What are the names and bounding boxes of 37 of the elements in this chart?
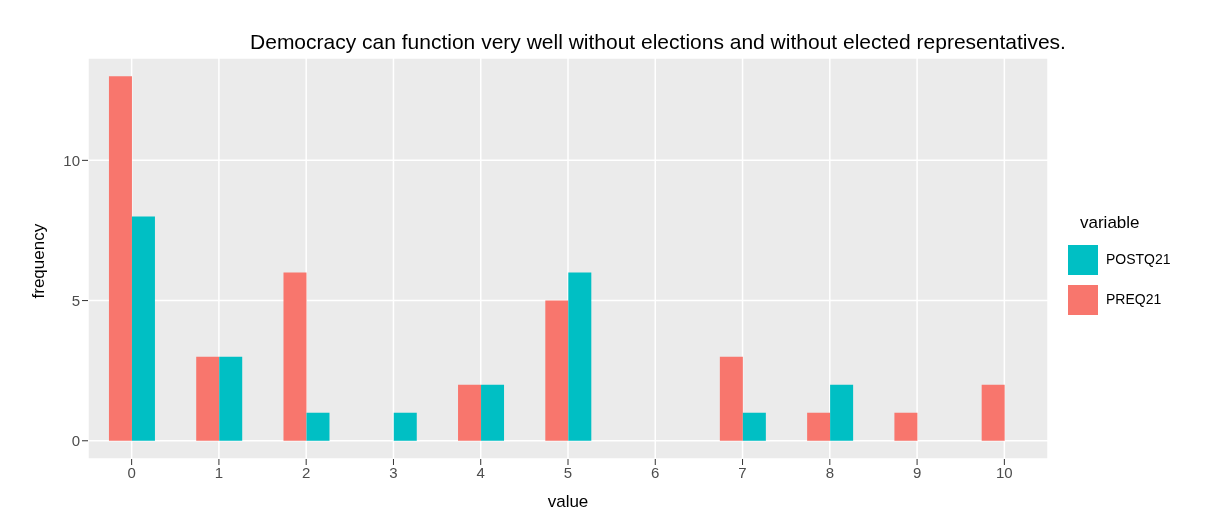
bar <box>131 216 155 441</box>
x-tick-label: 8 <box>825 463 834 481</box>
y-axis-title: frequency <box>29 223 49 299</box>
x-tick-label: 4 <box>476 463 485 481</box>
legend-label: PREQ21 <box>1106 290 1162 307</box>
bar <box>306 412 330 441</box>
y-tick-label: 10 <box>63 151 80 169</box>
bar <box>568 272 592 441</box>
bar <box>196 356 220 441</box>
x-tick-label: 2 <box>302 463 311 481</box>
x-tick-label: 3 <box>389 463 398 481</box>
legend-label: POSTQ21 <box>1106 250 1171 267</box>
bar <box>458 384 482 441</box>
x-tick-label: 10 <box>996 463 1013 481</box>
x-tick-label: 5 <box>563 463 573 481</box>
bar <box>283 272 307 441</box>
x-axis-title: value <box>547 492 589 511</box>
legend-title: variable <box>1080 213 1140 233</box>
x-tick-label: 6 <box>651 463 660 481</box>
bar <box>219 356 243 441</box>
bar <box>830 384 854 441</box>
bar <box>981 384 1005 441</box>
bar <box>108 76 132 441</box>
x-tick-label: 0 <box>127 463 136 481</box>
bar <box>393 412 417 441</box>
x-tick-label: 1 <box>214 463 224 481</box>
bar <box>719 356 743 441</box>
bar <box>742 412 766 441</box>
x-tick-label: 7 <box>738 463 747 481</box>
bar <box>481 384 505 441</box>
bar <box>894 412 918 441</box>
bar <box>545 300 569 441</box>
bar <box>807 412 831 441</box>
x-tick-label: 9 <box>912 463 922 481</box>
y-tick-label: 0 <box>71 432 80 450</box>
chart-title: Democracy can function very well without elections and without elected representatives. <box>249 30 1067 54</box>
y-tick-label: 5 <box>71 291 80 309</box>
